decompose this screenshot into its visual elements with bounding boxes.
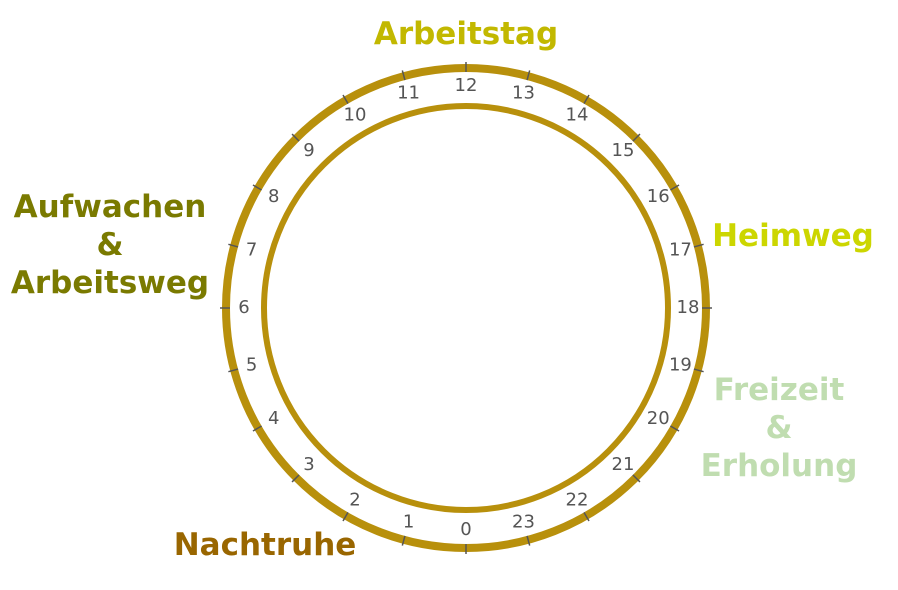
slice-label: Heimweg (712, 218, 874, 254)
hour-label: 0 (460, 519, 471, 540)
hour-tick (291, 133, 300, 142)
hour-label: 17 (669, 240, 692, 261)
hour-tick (693, 243, 704, 248)
hour-tick (228, 243, 239, 248)
inner-ring (261, 103, 671, 513)
hour-label: 15 (612, 140, 635, 161)
hour-tick (228, 368, 239, 373)
hour-tick (583, 512, 590, 522)
hour-tick (693, 368, 704, 373)
hour-label: 8 (268, 186, 279, 207)
hour-tick (252, 184, 262, 191)
hour-label: 10 (344, 105, 367, 126)
hour-label: 7 (246, 240, 257, 261)
slice-label: Freizeit & Erholung (700, 372, 858, 484)
hour-tick (526, 535, 531, 546)
slice-label: Aufwachen & Arbeitsweg (10, 189, 210, 301)
slice-label: Arbeitstag (373, 16, 559, 52)
hour-label: 21 (612, 454, 635, 475)
hour-label: 20 (647, 408, 670, 429)
hour-label: 16 (647, 186, 670, 207)
hour-label: 9 (303, 140, 314, 161)
hour-tick (670, 184, 680, 191)
hour-label: 22 (566, 489, 589, 510)
hour-label: 4 (268, 408, 279, 429)
hour-tick (632, 133, 641, 142)
slice-label: Nachtruhe (173, 527, 357, 563)
hour-label: 23 (512, 511, 535, 532)
hour-label: 11 (397, 83, 420, 104)
hour-tick (291, 474, 300, 483)
hour-label: 1 (403, 511, 414, 532)
hour-tick (526, 70, 531, 81)
hour-label: 6 (238, 297, 249, 318)
hour-tick (342, 94, 349, 104)
hour-label: 3 (303, 454, 314, 475)
hour-tick (401, 535, 406, 546)
hour-tick (670, 425, 680, 432)
hour-tick (342, 512, 349, 522)
hour-tick (583, 94, 590, 104)
hour-tick (252, 425, 262, 432)
hour-label: 2 (349, 489, 360, 510)
hour-tick (401, 70, 406, 81)
hour-label: 19 (669, 354, 692, 375)
hour-label: 12 (455, 75, 478, 96)
hour-tick (632, 474, 641, 483)
hour-label: 13 (512, 83, 535, 104)
hour-label: 18 (677, 297, 700, 318)
hour-label: 5 (246, 354, 257, 375)
hour-label: 14 (566, 105, 589, 126)
